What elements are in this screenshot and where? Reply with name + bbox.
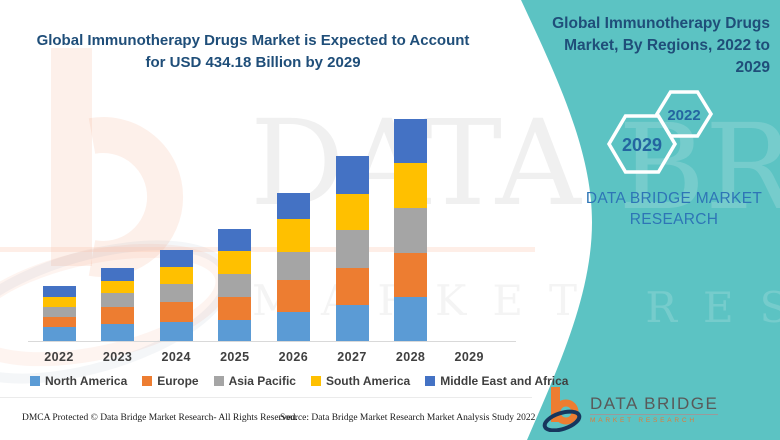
bar-segment-2022-middle-east-and-africa: [42, 286, 76, 297]
legend-item-north-america: North America: [30, 374, 127, 388]
bar-segment-2022-asia-pacific: [42, 307, 76, 317]
chart-title-line1: Global Immunotherapy Drugs Market is Exp…: [36, 32, 470, 49]
legend-swatch-north-america: [30, 376, 40, 386]
bar-segment-2024-asia-pacific: [159, 284, 193, 302]
hexagon-2022-label: 2022: [667, 107, 700, 124]
legend-item-asia-pacific: Asia Pacific: [213, 374, 296, 388]
logo-name-text: DATA BRIDGE: [590, 394, 719, 413]
data-bridge-logo: DATA BRIDGE MARKET RESEARCH: [542, 386, 719, 432]
x-axis-label-2023: 2023: [102, 350, 133, 364]
x-axis-label-2025: 2025: [220, 350, 250, 364]
hexagon-2029-label: 2029: [622, 135, 662, 155]
x-axis-label-2022: 2022: [44, 350, 74, 364]
legend-label-asia-pacific: Asia Pacific: [228, 374, 296, 388]
x-axis-label-2028: 2028: [395, 350, 426, 364]
bar-segment-2025-south-america: [218, 251, 252, 274]
source-text: Source: Data Bridge Market Research Mark…: [280, 413, 536, 423]
legend-label-north-america: North America: [45, 374, 128, 388]
bar-segment-2026-asia-pacific: [276, 252, 310, 280]
x-axis-label-2029: 2029: [454, 350, 484, 364]
bar-segment-2024-south-america: [159, 267, 193, 284]
x-axis-label-2026: 2026: [278, 350, 309, 364]
bar-segment-2023-south-america: [101, 281, 135, 293]
bar-segment-2023-europe: [101, 307, 135, 324]
bar-segment-2028-asia-pacific: [394, 208, 428, 253]
bar-segment-2026-europe: [276, 280, 310, 312]
bar-segment-2025-north-america: [218, 320, 252, 342]
bar-segment-2025-asia-pacific: [218, 274, 252, 297]
legend-swatch-middle-east-and-africa: [425, 376, 436, 386]
logo-divider: [590, 414, 719, 415]
bar-segment-2023-north-america: [101, 324, 135, 342]
legend-item-europe: Europe: [142, 374, 199, 388]
bar-segment-2024-middle-east-and-africa: [159, 250, 193, 267]
bar-segment-2028-south-america: [394, 163, 428, 208]
x-axis-line: [28, 341, 516, 342]
footer-divider: [0, 397, 532, 398]
legend-label-europe: Europe: [157, 374, 199, 388]
logo-b-icon: [542, 387, 582, 432]
legend-swatch-south-america: [310, 376, 321, 386]
bar-segment-2024-north-america: [159, 322, 193, 342]
bar-segment-2028-north-america: [394, 297, 428, 342]
bar-segment-2022-north-america: [42, 327, 76, 342]
legend-item-south-america: South America: [310, 374, 411, 388]
bar-segment-2022-europe: [42, 317, 76, 327]
bar-segment-2025-middle-east-and-africa: [218, 229, 252, 251]
bar-segment-2023-middle-east-and-africa: [101, 268, 135, 281]
bar-segment-2026-north-america: [276, 312, 310, 342]
x-axis-label-2027: 2027: [337, 350, 367, 364]
chart-legend: North America Europe Asia Pacific South Ame…: [30, 374, 568, 388]
bar-segment-2028-middle-east-and-africa: [394, 119, 428, 163]
bar-segment-2026-middle-east-and-africa: [276, 193, 310, 219]
legend-swatch-europe: [142, 376, 153, 386]
bar-segment-2028-europe: [394, 253, 428, 297]
bar-segment-2025-europe: [218, 297, 252, 320]
bar-segment-2027-asia-pacific: [335, 230, 369, 268]
bar-segment-2023-asia-pacific: [101, 293, 135, 307]
bar-segment-2027-south-america: [335, 194, 369, 230]
bar-segment-2024-europe: [159, 302, 193, 322]
sidebar-title: Global Immunotherapy Drugs Market, By Re…: [552, 15, 770, 76]
bar-segment-2026-south-america: [276, 219, 310, 252]
copyright-text: DMCA Protected © Data Bridge Market Rese…: [22, 413, 298, 423]
logo-sub-text: MARKET RESEARCH: [590, 417, 697, 424]
chart-title: Global Immunotherapy Drugs Market is Exp…: [18, 30, 488, 74]
x-axis-label-2024: 2024: [161, 350, 191, 364]
legend-swatch-asia-pacific: [213, 376, 224, 386]
bar-segment-2027-europe: [335, 268, 369, 305]
logo-wordmark: DATA BRIDGE MARKET RESEARCH: [590, 394, 719, 424]
bar-segment-2022-south-america: [42, 297, 76, 307]
bar-segment-2027-middle-east-and-africa: [335, 156, 369, 194]
year-hexagons: 2022 2029: [606, 90, 714, 174]
chart-title-line2: for USD 434.18 Billion by 2029: [145, 54, 361, 71]
bar-segment-2027-north-america: [335, 305, 369, 342]
brand-name-text: DATA BRIDGE MARKET RESEARCH: [585, 190, 763, 228]
legend-label-south-america: South America: [325, 374, 411, 388]
